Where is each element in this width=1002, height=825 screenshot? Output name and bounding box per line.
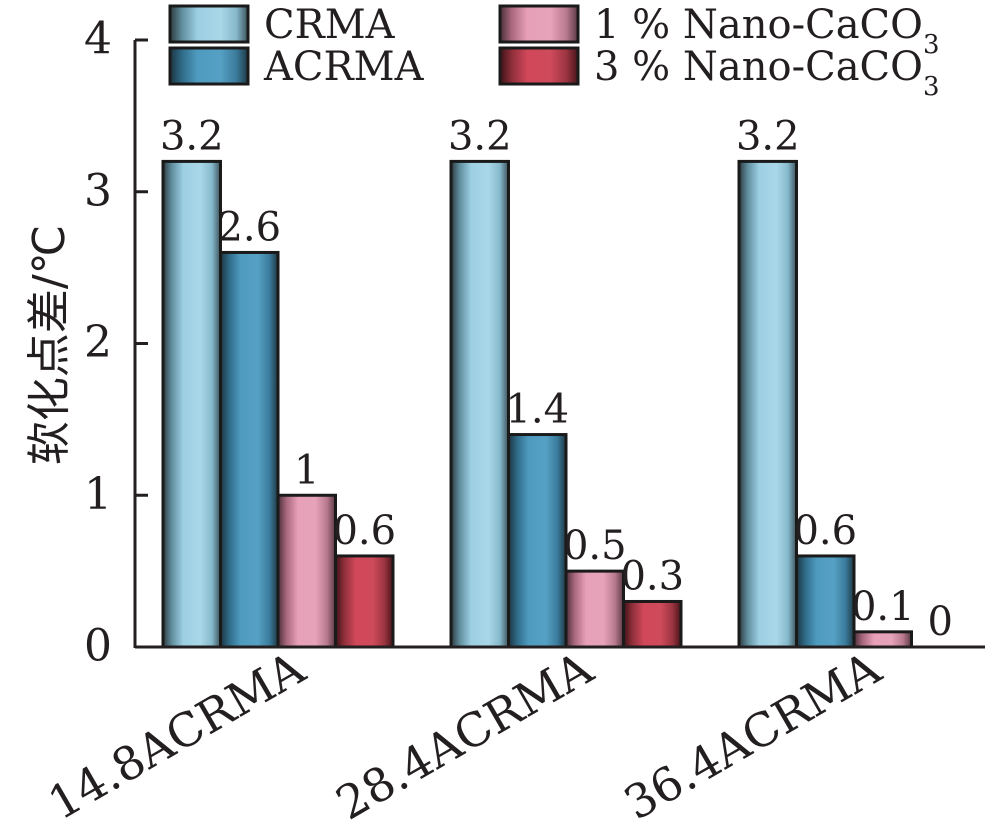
data-label: 0.3 (620, 553, 684, 599)
y-tick-group: 0 1 2 3 4 (84, 14, 148, 672)
y-tick-label: 0 (84, 621, 112, 672)
bar-4-2 (622, 599, 683, 649)
data-label: 3.2 (160, 113, 224, 159)
data-label: 0.5 (563, 523, 627, 569)
data-label: 0.1 (851, 584, 915, 630)
data-label: 1.4 (505, 387, 569, 433)
y-tick-label: 2 (84, 317, 112, 368)
y-axis: 0 1 2 3 4 (84, 14, 148, 672)
data-label: 0 (928, 599, 953, 645)
bar-4-1 (334, 554, 395, 649)
bar-group (161, 159, 913, 649)
y-tick-label: 4 (84, 14, 112, 65)
data-label: 0.6 (332, 508, 396, 554)
bar-1-2 (449, 159, 510, 649)
data-label-group: 3.2 2.6 1 0.6 3.2 1.4 0.50.3 3.2 0.6 0.1 0 (160, 113, 953, 645)
bar-1-1 (161, 159, 222, 649)
legend-swatch (498, 46, 580, 86)
legend-label-subscript: 3 (923, 72, 940, 102)
legend-label: ACRMA (263, 44, 425, 90)
x-tick-label: 14.8ACRMA (39, 640, 314, 825)
legend-swatch (168, 46, 250, 86)
bar-3-1 (276, 493, 337, 649)
legend-label-subscript: 3 (923, 30, 940, 60)
x-tick-group: 14.8ACRMA 28.4ACRMA 36.4ACRMA (39, 640, 890, 825)
bar-2-3 (795, 554, 856, 649)
data-label: 2.6 (217, 204, 281, 250)
y-axis-title: 软化点差/℃ (24, 225, 75, 465)
legend-swatch (498, 4, 580, 44)
bar-2-1 (219, 250, 280, 649)
x-tick-label: 28.4ACRMA (327, 640, 602, 825)
legend-label: 3 % Nano-CaCO3 (594, 44, 940, 102)
x-tick-label: 36.4ACRMA (615, 640, 890, 825)
legend-label-text: 1 % Nano-CaCO (594, 2, 923, 48)
legend-swatch (168, 4, 250, 44)
data-label: 3.2 (736, 113, 800, 159)
data-label: 3.2 (448, 113, 512, 159)
data-label: 0.6 (793, 508, 857, 554)
legend-label: 1 % Nano-CaCO3 (594, 2, 940, 60)
bar-2-2 (507, 433, 568, 649)
legend-label-text: 3 % Nano-CaCO (594, 44, 923, 90)
y-tick-label: 1 (84, 469, 112, 520)
data-label: 1 (294, 447, 319, 493)
y-tick-label: 3 (84, 165, 112, 216)
bar-1-3 (737, 159, 798, 649)
bar-3-2 (564, 569, 625, 649)
legend-label: CRMA (264, 2, 396, 48)
